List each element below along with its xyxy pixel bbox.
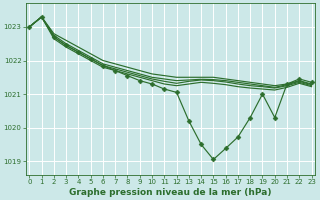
- X-axis label: Graphe pression niveau de la mer (hPa): Graphe pression niveau de la mer (hPa): [69, 188, 272, 197]
